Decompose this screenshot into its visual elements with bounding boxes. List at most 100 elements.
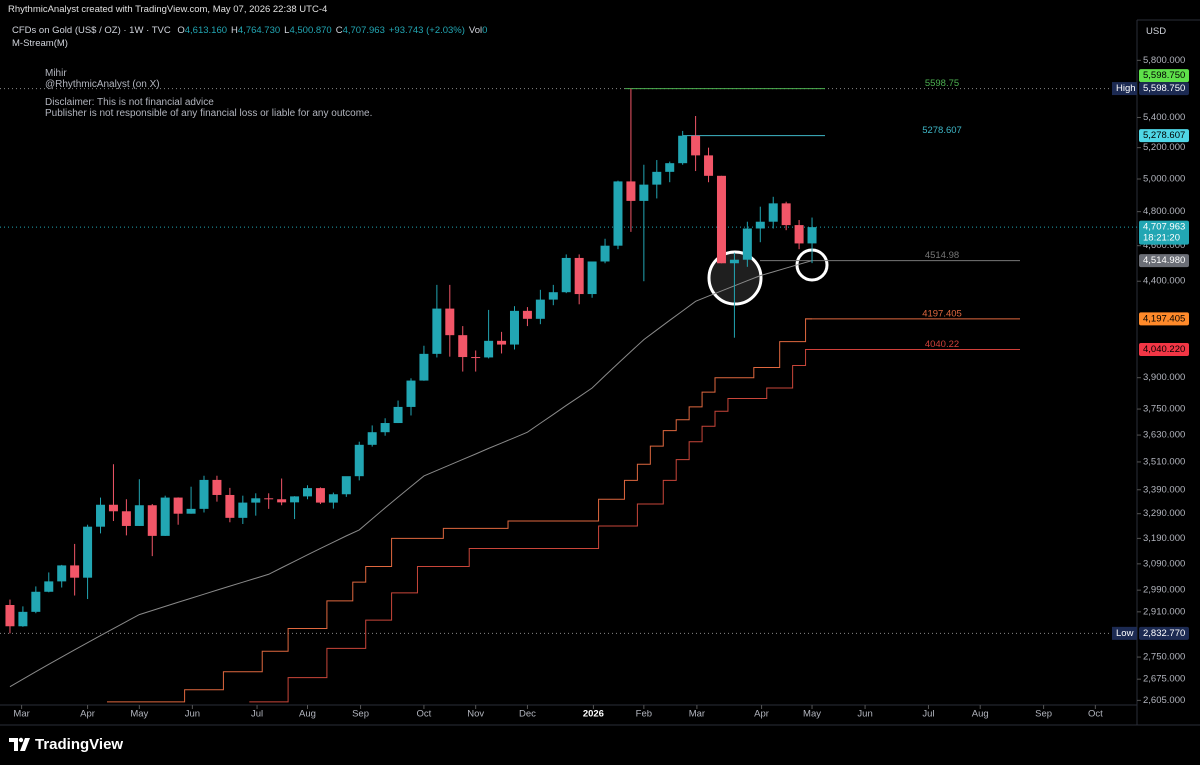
candle-body	[251, 498, 261, 503]
y-tick-label: 2,675.000	[1143, 674, 1185, 685]
candle-body	[70, 565, 80, 578]
candle-body	[315, 488, 325, 503]
y-tick-label: 3,900.000	[1143, 372, 1185, 383]
candle-body	[639, 184, 649, 201]
y-tick-label: 3,190.000	[1143, 533, 1185, 544]
vol-key: Vol	[468, 25, 483, 36]
candle-body	[561, 257, 571, 293]
x-tick-label: Jul	[922, 709, 934, 720]
y-tick-label: 3,750.000	[1143, 404, 1185, 415]
level-label: 5598.75	[925, 78, 959, 89]
x-tick-label: Jun	[185, 709, 200, 720]
ohlc-key: C	[335, 25, 343, 36]
candle-body	[328, 494, 338, 503]
level-label: 5278.607	[922, 125, 962, 136]
credit: RhythmicAnalyst created with TradingView…	[8, 4, 328, 15]
logo	[9, 737, 30, 751]
candle-body	[277, 499, 287, 503]
candle-body	[587, 261, 597, 295]
candle-body	[212, 479, 222, 495]
candle-body	[522, 310, 532, 319]
level-badge-bg	[1139, 69, 1189, 83]
candle-body	[57, 565, 67, 582]
step-line	[106, 318, 813, 703]
candle-body	[574, 257, 584, 295]
brand: TradingView	[35, 736, 123, 753]
candle-body	[108, 504, 118, 512]
symbol: CFDs on Gold (US$ / OZ) · 1W · TVC	[12, 25, 171, 36]
candle-body	[484, 340, 494, 358]
note: @RhythmicAnalyst (on X)	[45, 79, 160, 90]
candle-body	[600, 245, 610, 262]
ohlc-value: 4,707.963	[342, 25, 385, 36]
x-tick-label: Mar	[689, 709, 705, 720]
x-tick-label: May	[803, 709, 821, 720]
candle-body	[18, 611, 28, 627]
x-tick-label: Jul	[251, 709, 263, 720]
candle-body	[83, 526, 93, 578]
level-badge: 4,040.220	[1143, 344, 1185, 355]
candle-body	[432, 308, 442, 354]
change: +93.743 (+2.03%)	[388, 25, 465, 36]
candle-body	[704, 155, 714, 176]
candle-body	[303, 488, 313, 497]
candle-body	[742, 228, 752, 260]
candle-body	[147, 505, 157, 536]
high-tag-bg	[1112, 82, 1137, 96]
level-label: 4514.98	[925, 250, 959, 261]
x-tick-label: Sep	[1035, 709, 1052, 720]
low-badge-bg	[1139, 626, 1189, 640]
high-badge-bg	[1139, 82, 1189, 96]
vol-value: 0	[482, 25, 488, 36]
y-tick-label: 3,290.000	[1143, 508, 1185, 519]
x-tick-label: Feb	[636, 709, 652, 720]
candle-body	[341, 476, 351, 495]
level-badge: 5,278.607	[1143, 130, 1185, 141]
y-tick-label: 2,750.000	[1143, 652, 1185, 663]
x-tick-label: May	[130, 709, 148, 720]
note: Disclaimer: This is not financial advice	[45, 97, 214, 108]
candle-body	[755, 221, 765, 229]
y-tick-label: 2,605.000	[1143, 695, 1185, 706]
candle-body	[393, 406, 403, 424]
level-badge: 5,598.750	[1143, 70, 1185, 81]
last-badge-bg	[1139, 220, 1189, 245]
ohlc-value: 4,500.870	[289, 25, 332, 36]
moving-average	[9, 260, 813, 688]
candle-body	[781, 203, 791, 226]
candle-body	[238, 502, 248, 518]
candle-body	[509, 310, 519, 345]
level-label: 4197.405	[922, 308, 962, 319]
candle-body	[173, 497, 183, 514]
candle-body	[31, 591, 41, 612]
candle-body	[613, 181, 623, 246]
ohlc-key: L	[284, 25, 290, 36]
ohlc-key: O	[177, 25, 185, 36]
candle-body	[121, 511, 131, 526]
level-badge-bg	[1139, 312, 1189, 326]
indicator: M-Stream(M)	[12, 38, 68, 49]
y-tick-label: 3,090.000	[1143, 558, 1185, 569]
candle-body	[471, 357, 481, 359]
candle-body	[380, 423, 390, 433]
candle-body	[794, 225, 804, 244]
ohlc-key: H	[231, 25, 238, 36]
level-badge-bg	[1139, 254, 1189, 268]
x-tick-label: Aug	[299, 709, 316, 720]
candle-body	[44, 581, 54, 592]
candle-body	[419, 353, 429, 381]
candle-body	[716, 175, 726, 264]
last-badge: 4,707.963	[1143, 222, 1185, 233]
x-tick-label: Mar	[13, 709, 29, 720]
candle-body	[367, 432, 377, 445]
y-tick-label: 3,390.000	[1143, 484, 1185, 495]
candle-body	[290, 496, 300, 503]
x-tick-label: Dec	[519, 709, 536, 720]
candle-body	[678, 135, 688, 164]
candle-body	[96, 504, 106, 527]
level-badge: 4,514.980	[1143, 255, 1185, 266]
ohlc-value: 4,613.160	[184, 25, 228, 36]
candle-body	[497, 340, 507, 345]
